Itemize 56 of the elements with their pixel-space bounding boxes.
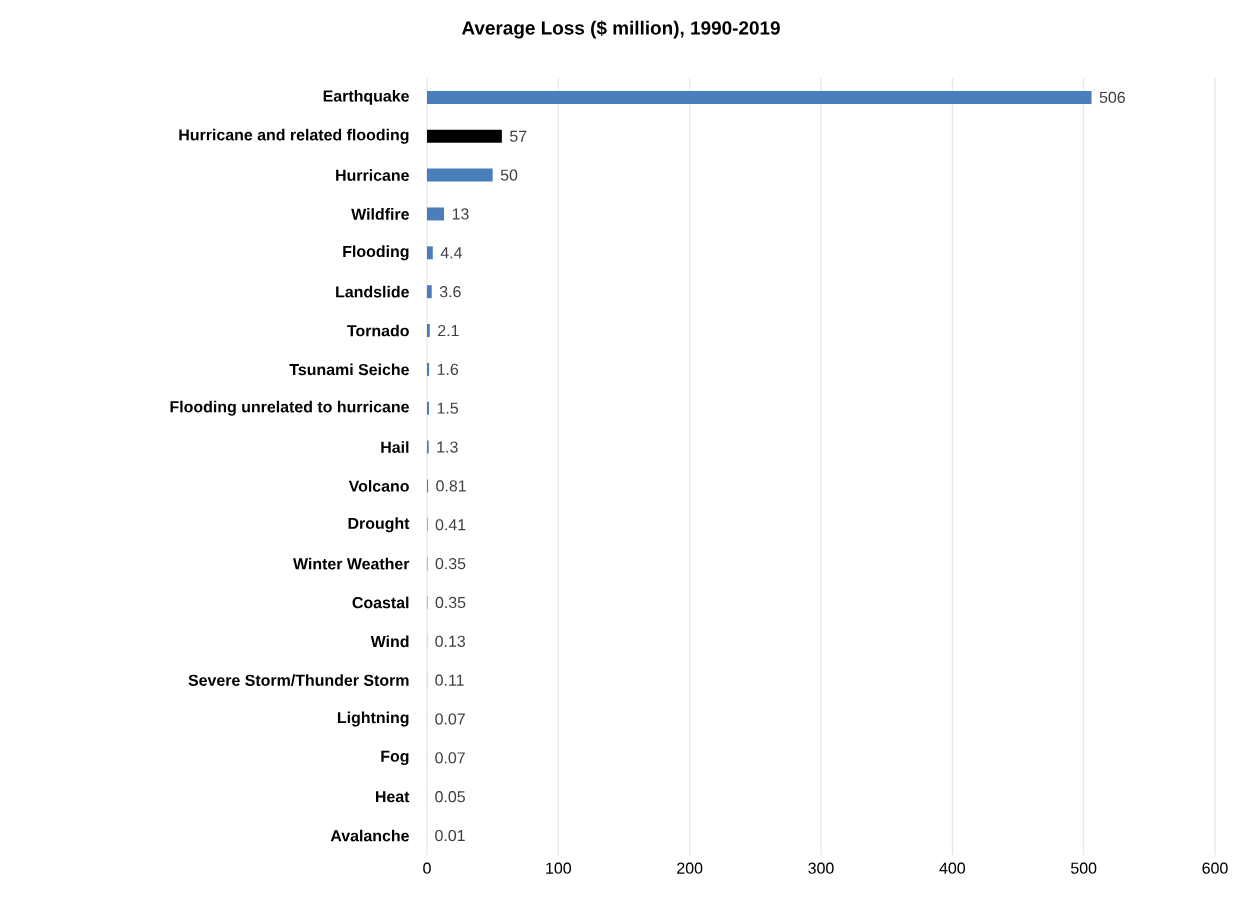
bar <box>427 90 1092 104</box>
data-label: 0.11 <box>435 674 464 686</box>
data-label: 57 <box>510 130 527 142</box>
x-tick-label: 300 <box>808 862 834 874</box>
y-tick-label: Drought <box>348 517 410 533</box>
y-tick-label: Hurricane <box>336 169 409 181</box>
bar <box>427 362 430 376</box>
data-label: 0.13 <box>435 635 466 647</box>
x-tick-label: 0 <box>423 862 431 874</box>
y-tick-label: Wildfire <box>351 208 409 220</box>
data-label: 1.6 <box>437 363 459 376</box>
y-tick-label: Winter Weather <box>293 557 410 570</box>
y-tick-label: Volcano <box>348 480 409 492</box>
x-tick-label: 100 <box>546 862 571 874</box>
data-label: 0.05 <box>435 791 465 803</box>
x-tick-label: 500 <box>1071 862 1097 874</box>
y-tick-label: Lightning <box>337 711 409 727</box>
data-label: 506 <box>1099 91 1125 104</box>
x-tick-label: 200 <box>677 862 703 874</box>
data-label: 4.4 <box>440 247 462 259</box>
chart-title: Average Loss ($ million), 1990-2019 <box>461 20 780 39</box>
y-tick-label: Avalanche <box>330 829 409 842</box>
y-tick-label: Landslide <box>336 285 409 298</box>
x-tick-label: 400 <box>939 862 965 874</box>
y-tick-label: Hail <box>381 441 409 453</box>
data-label: 0.35 <box>435 596 466 609</box>
y-tick-label: Coastal <box>352 596 409 609</box>
x-tick-label: 600 <box>1202 862 1228 874</box>
data-label: 0.81 <box>436 480 466 492</box>
data-label: 0.01 <box>435 829 465 842</box>
data-label: 13 <box>452 208 469 220</box>
data-label: 0.07 <box>435 752 465 764</box>
y-tick-label: Heat <box>376 791 410 803</box>
y-tick-label: Earthquake <box>323 89 409 105</box>
data-label: 1.3 <box>437 441 458 453</box>
y-tick-label: Tsunami Seiche <box>289 363 409 376</box>
y-tick-label: Severe Storm/Thunder Storm <box>188 674 409 687</box>
data-label: 1.5 <box>437 402 458 414</box>
data-label: 2.1 <box>438 324 459 337</box>
bar <box>427 207 445 221</box>
y-tick-label: Fog <box>381 750 409 766</box>
bar <box>427 246 433 260</box>
y-tick-label: Wind <box>370 635 409 648</box>
data-label: 3.6 <box>439 286 461 298</box>
data-label: 0.35 <box>435 557 466 570</box>
data-label: 0.07 <box>435 713 465 725</box>
y-tick-label: Tornado <box>347 324 409 337</box>
y-tick-label: Flooding unrelated to hurricane <box>170 400 409 416</box>
data-label: 50 <box>500 169 518 181</box>
data-label: 0.41 <box>435 519 466 531</box>
bar <box>427 324 430 338</box>
bar <box>427 285 432 299</box>
bar <box>427 168 493 182</box>
y-tick-label: Hurricane and related flooding <box>179 128 409 144</box>
y-tick-label: Flooding <box>343 245 409 261</box>
bar <box>427 129 502 143</box>
